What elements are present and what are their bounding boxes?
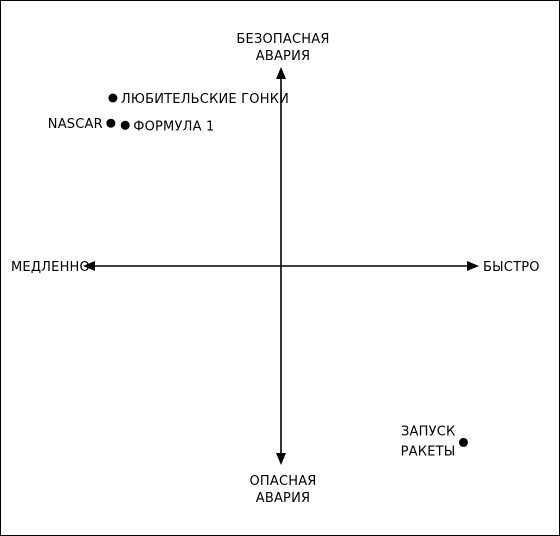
y-top-label-line1: БЕЗОПАСНАЯ <box>236 32 329 47</box>
formula-1-label: ФОРМУЛА 1 <box>133 119 214 134</box>
x-axis-arrow-left <box>83 261 95 271</box>
y-axis-arrow-down <box>276 453 286 465</box>
y-bottom-label-line2: АВАРИЯ <box>256 491 311 506</box>
rocket-launch-label-line1: ЗАПУСК <box>401 424 455 439</box>
x-right-label: БЫСТРО <box>483 260 540 275</box>
y-top-label-line2: АВАРИЯ <box>256 49 311 64</box>
y-bottom-label-line1: ОПАСНАЯ <box>249 474 316 489</box>
x-left-label: МЕДЛЕННО <box>11 260 90 275</box>
formula-1-dot <box>120 120 130 130</box>
rocket-launch-dot <box>458 437 468 447</box>
nascar-dot <box>106 118 116 128</box>
x-axis-arrow-right <box>467 261 479 271</box>
y-axis-arrow-up <box>276 67 286 79</box>
amateur-racing-dot <box>108 93 118 103</box>
rocket-launch-label-line2: РАКЕТЫ <box>401 444 456 459</box>
nascar-label: NASCAR <box>48 117 103 132</box>
points-layer: ЛЮБИТЕЛЬСКИЕ ГОНКИ NASCAR ФОРМУЛА 1 ЗАПУСК Р… <box>48 92 468 459</box>
amateur-racing-label: ЛЮБИТЕЛЬСКИЕ ГОНКИ <box>121 92 289 107</box>
